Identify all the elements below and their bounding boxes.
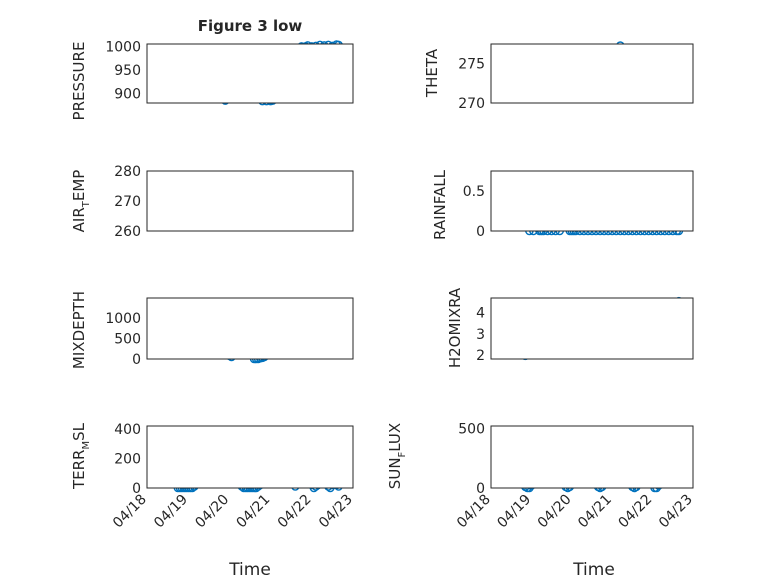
air-temp-y-tick-label: 280	[114, 164, 141, 180]
terr-msl-y-tick-label: 400	[114, 422, 141, 438]
rainfall-y-tick-label: 0	[476, 224, 485, 240]
pressure-panel: 900 950 1000 Figure 3 low PRESSURE	[70, 17, 354, 121]
h2omixra-y-tick-label: 3	[476, 327, 485, 343]
pressure-axes-box	[146, 43, 354, 104]
x-tick-labels-right: 04/18 04/19 04/20 04/21 04/22 04/23	[454, 492, 696, 532]
rainfall-y-label: RAINFALL	[431, 169, 449, 240]
x-axis-label-right: Time	[572, 560, 615, 580]
pressure-y-label: PRESSURE	[70, 42, 88, 121]
mixdepth-y-tick-label: 0	[132, 352, 141, 368]
mixdepth-y-label: MIXDEPTH	[70, 291, 88, 369]
mixdepth-y-tick-label: 1000	[105, 311, 141, 327]
sun-flux-panel: 0 500 SUNFLUX	[386, 421, 694, 497]
sun-flux-axes-box	[490, 425, 694, 489]
pressure-y-tick-label: 950	[114, 63, 141, 79]
theta-axes-box	[490, 43, 694, 104]
sun-flux-y-tick-label: 500	[458, 421, 485, 437]
air-temp-axes-box	[146, 170, 354, 232]
rainfall-axes-box	[490, 170, 694, 232]
x-tick-labels-left: 04/18 04/19 04/20 04/21 04/22 04/23	[110, 492, 356, 532]
h2omixra-panel: 2 3 4 H2OMIXRA	[446, 287, 694, 368]
mixdepth-panel: 0 500 1000 MIXDEPTH	[70, 291, 354, 369]
x-tick-label: 04/23	[656, 492, 696, 532]
air-temp-y-label: AIRTEMP	[70, 170, 92, 233]
air-temp-panel: 260 270 280 AIRTEMP	[70, 164, 354, 240]
mixdepth-axes-box	[146, 297, 354, 360]
x-tick-label: 04/18	[110, 492, 150, 532]
x-tick-label: 04/20	[535, 492, 575, 532]
x-tick-label: 04/18	[454, 492, 494, 532]
x-tick-label: 04/20	[192, 492, 232, 532]
mixdepth-y-tick-label: 500	[114, 331, 141, 347]
x-tick-label: 04/21	[575, 492, 615, 532]
rainfall-y-tick-label: 0.5	[463, 184, 485, 200]
pressure-y-tick-label: 1000	[105, 39, 141, 55]
terr-msl-y-tick-label: 0	[132, 481, 141, 497]
h2omixra-y-label: H2OMIXRA	[446, 287, 464, 368]
h2omixra-y-tick-label: 2	[476, 348, 485, 364]
x-tick-label: 04/23	[316, 492, 356, 532]
x-tick-label: 04/22	[275, 492, 315, 532]
x-axis-label-left: Time	[228, 560, 271, 580]
pressure-y-tick-label: 900	[114, 87, 141, 103]
pressure-panel-title: Figure 3 low	[198, 17, 303, 35]
terr-msl-axes-box	[146, 425, 354, 489]
air-temp-y-tick-label: 260	[114, 224, 141, 240]
h2omixra-y-tick-label: 4	[476, 306, 485, 322]
x-tick-label: 04/19	[494, 492, 534, 532]
theta-panel: 270 275 THETA	[423, 41, 694, 112]
sun-flux-y-label: SUNFLUX	[386, 423, 408, 489]
x-tick-label: 04/22	[616, 492, 656, 532]
h2omixra-axes-box	[490, 297, 694, 360]
x-tick-label: 04/21	[234, 492, 274, 532]
rainfall-panel: 0 0.5 RAINFALL	[431, 169, 694, 240]
terr-msl-y-label: TERRMSL	[70, 422, 92, 490]
theta-y-tick-label: 275	[458, 57, 485, 73]
theta-y-tick-label: 270	[458, 96, 485, 112]
terr-msl-panel: 0 200 400 TERRMSL	[70, 422, 354, 497]
terr-msl-y-tick-label: 200	[114, 451, 141, 467]
air-temp-y-tick-label: 270	[114, 194, 141, 210]
theta-y-label: THETA	[423, 48, 441, 98]
sun-flux-y-tick-label: 0	[476, 481, 485, 497]
x-tick-label: 04/19	[151, 492, 191, 532]
